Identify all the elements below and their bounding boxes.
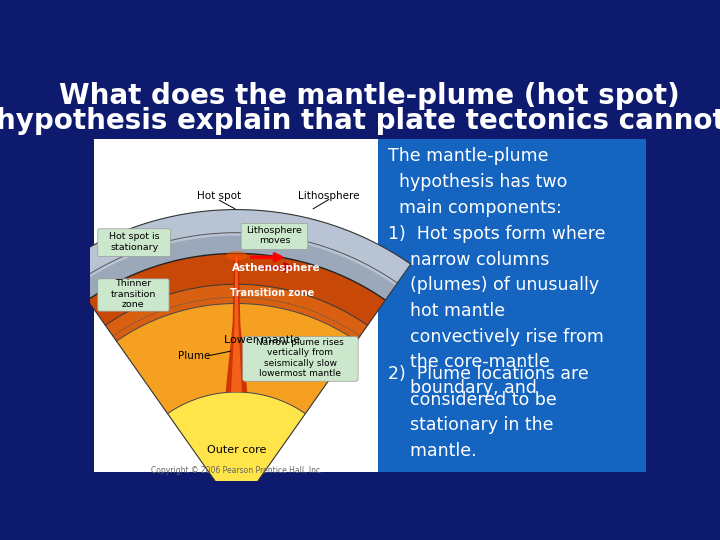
Text: Hot spot is
stationary: Hot spot is stationary: [109, 232, 160, 252]
Polygon shape: [231, 256, 242, 392]
Text: 1)  Hot spots form where
    narrow columns
    (plumes) of unusually
    hot ma: 1) Hot spots form where narrow columns (…: [388, 225, 606, 397]
Polygon shape: [225, 256, 248, 392]
FancyBboxPatch shape: [98, 279, 169, 311]
Polygon shape: [76, 233, 397, 300]
Text: What does the mantle-plume (hot spot): What does the mantle-plume (hot spot): [58, 82, 680, 110]
Text: Hot spot: Hot spot: [197, 191, 241, 201]
Text: hypothesis explain that plate tectonics cannot?: hypothesis explain that plate tectonics …: [0, 107, 720, 135]
Polygon shape: [88, 253, 385, 325]
Polygon shape: [168, 392, 305, 511]
Text: The mantle-plume
  hypothesis has two
  main components:: The mantle-plume hypothesis has two main…: [388, 147, 568, 217]
FancyBboxPatch shape: [377, 139, 646, 472]
Text: Plume: Plume: [178, 351, 210, 361]
Ellipse shape: [225, 251, 248, 260]
Text: Lower mantle: Lower mantle: [224, 335, 300, 346]
Text: Transition zone: Transition zone: [230, 288, 314, 298]
FancyBboxPatch shape: [243, 336, 358, 381]
Text: Outer core: Outer core: [207, 445, 266, 455]
FancyBboxPatch shape: [94, 139, 377, 472]
Polygon shape: [62, 210, 410, 286]
Text: Lithosphere
moves: Lithosphere moves: [246, 226, 302, 246]
Text: Copyright © 2006 Pearson Prentice Hall, Inc.: Copyright © 2006 Pearson Prentice Hall, …: [150, 466, 323, 475]
Text: Thinner
transition
zone: Thinner transition zone: [111, 279, 156, 309]
Polygon shape: [117, 303, 356, 414]
FancyBboxPatch shape: [241, 224, 307, 249]
Text: Narrow plume rises
vertically from
seismically slow
lowermost mantle: Narrow plume rises vertically from seism…: [256, 338, 344, 378]
Text: Lithosphere: Lithosphere: [298, 191, 359, 201]
Text: Asthenosphere: Asthenosphere: [232, 263, 320, 273]
Polygon shape: [105, 284, 368, 341]
Text: 2)  Plume locations are
    considered to be
    stationary in the
    mantle.: 2) Plume locations are considered to be …: [388, 365, 589, 460]
FancyBboxPatch shape: [98, 229, 171, 256]
